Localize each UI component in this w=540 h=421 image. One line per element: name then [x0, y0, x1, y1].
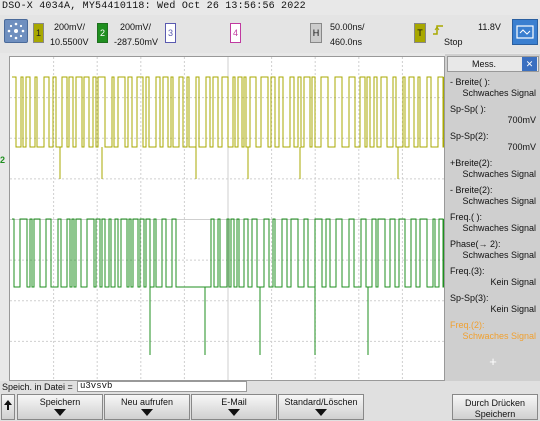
screen-layout-icon[interactable] — [512, 19, 538, 45]
measurement-item[interactable]: Sp-Sp(3): Kein Signal — [447, 293, 539, 314]
measurement-item[interactable]: Sp-Sp(2): 700mV — [447, 131, 539, 152]
measurement-value: 700mV — [507, 142, 536, 152]
measurement-value: Schwaches Signal — [462, 223, 536, 233]
channel-1-trace — [12, 76, 444, 148]
measurements-header: Mess. ✕ — [447, 56, 539, 72]
measurement-item[interactable]: +Breite(2): Schwaches Signal — [447, 158, 539, 179]
window-title: DSO-X 4034A, MY54410118: Wed Oct 26 13:5… — [2, 1, 306, 12]
measurement-name: Freq.( ): — [450, 212, 483, 222]
softkey-save-label: Speichern — [39, 397, 81, 407]
add-measurement-button[interactable]: + — [489, 354, 497, 369]
measurement-value: Kein Signal — [490, 277, 536, 287]
measurements-close-icon[interactable]: ✕ — [522, 57, 537, 71]
measurement-value: Schwaches Signal — [462, 331, 536, 341]
softkey-email-label: E-Mail — [221, 397, 247, 407]
channel-1-offset: 10.5500V — [50, 37, 89, 47]
measurement-item[interactable]: Freq.(3): Kein Signal — [447, 266, 539, 287]
softkey-press-to-save-label: Durch Drücken Speichern — [464, 398, 526, 419]
measurement-name: Sp-Sp( ): — [450, 104, 487, 114]
horizontal-button[interactable]: H — [310, 23, 322, 43]
measurement-name: - Breite(2): — [450, 185, 493, 195]
down-arrow-icon — [141, 409, 153, 416]
waveform-display[interactable] — [9, 56, 445, 381]
softkey-default-erase[interactable]: Standard/Löschen — [278, 394, 364, 420]
channel-4-button[interactable]: 4 — [230, 23, 241, 43]
channel-2-button[interactable]: 2 — [97, 23, 108, 43]
measurement-name: Freq.(2): — [450, 320, 485, 330]
save-file-name[interactable]: u3vsvb — [77, 381, 247, 392]
measurement-value: Schwaches Signal — [462, 169, 536, 179]
measurement-item[interactable]: Freq.(2): Schwaches Signal — [447, 320, 539, 341]
measurement-item[interactable]: Sp-Sp( ): 700mV — [447, 104, 539, 125]
channel-1-scale: 200mV/ — [54, 22, 86, 32]
measurement-value: Kein Signal — [490, 304, 536, 314]
trigger-edge-icon — [432, 25, 444, 37]
down-arrow-icon — [228, 409, 240, 416]
measurement-name: Sp-Sp(2): — [450, 131, 489, 141]
channel-2-scale: 200mV/ — [120, 22, 152, 32]
softkey-press-to-save[interactable]: Durch Drücken Speichern — [452, 394, 538, 420]
run-state: Stop — [444, 37, 463, 47]
channel-3-button[interactable]: 3 — [165, 23, 176, 43]
measurement-item[interactable]: - Breite( ): Schwaches Signal — [447, 77, 539, 98]
horizontal-delay: 460.0ns — [330, 37, 363, 47]
measurement-value: Schwaches Signal — [462, 88, 536, 98]
down-arrow-icon — [315, 409, 327, 416]
save-file-label: Speich. in Datei = — [2, 382, 73, 392]
channel-2-offset: -287.50mV — [114, 37, 159, 47]
softkey-default-erase-label: Standard/Löschen — [284, 397, 358, 407]
channel-1-button[interactable]: 1 — [33, 23, 44, 43]
measurement-name: Sp-Sp(3): — [450, 293, 489, 303]
measurements-title: Mess. — [472, 59, 497, 69]
measurement-value: 700mV — [507, 115, 536, 125]
measurement-value: Schwaches Signal — [462, 196, 536, 206]
measurement-name: Freq.(3): — [450, 266, 485, 276]
measurement-name: Phase(→ 2): — [450, 239, 501, 249]
measurement-value: Schwaches Signal — [462, 250, 536, 260]
measurements-panel: Mess. ✕ - Breite( ): Schwaches Signal Sp-S… — [445, 54, 540, 381]
down-arrow-icon — [54, 409, 66, 416]
measurement-item[interactable]: - Breite(2): Schwaches Signal — [447, 185, 539, 206]
trigger-level: 11.8V — [478, 22, 501, 32]
softkey-save[interactable]: Speichern — [17, 394, 103, 420]
status-bar: Speich. in Datei = u3vsvb — [0, 381, 540, 393]
channel-2-trace — [12, 218, 444, 288]
measurement-item[interactable]: Freq.( ): Schwaches Signal — [447, 212, 539, 233]
top-toolbar: 1 200mV/ 10.5500V 2 200mV/ -287.50mV 3 4… — [0, 15, 540, 53]
channel-2-ground-marker: 2 — [0, 155, 6, 165]
softkey-email[interactable]: E-Mail — [191, 394, 277, 420]
trigger-button[interactable]: T — [414, 23, 426, 43]
horizontal-scale: 50.00ns/ — [330, 22, 365, 32]
measurement-name: - Breite( ): — [450, 77, 491, 87]
measurement-item[interactable]: Phase(→ 2): Schwaches Signal — [447, 239, 539, 260]
back-button[interactable] — [1, 394, 15, 420]
softkey-recall-label: Neu aufrufen — [120, 397, 174, 407]
measurement-name: +Breite(2): — [450, 158, 493, 168]
softkey-recall[interactable]: Neu aufrufen — [104, 394, 190, 420]
softkey-bar: Speichern Neu aufrufen E-Mail Standard/L… — [0, 393, 540, 421]
scope-menu-icon[interactable] — [4, 19, 28, 43]
